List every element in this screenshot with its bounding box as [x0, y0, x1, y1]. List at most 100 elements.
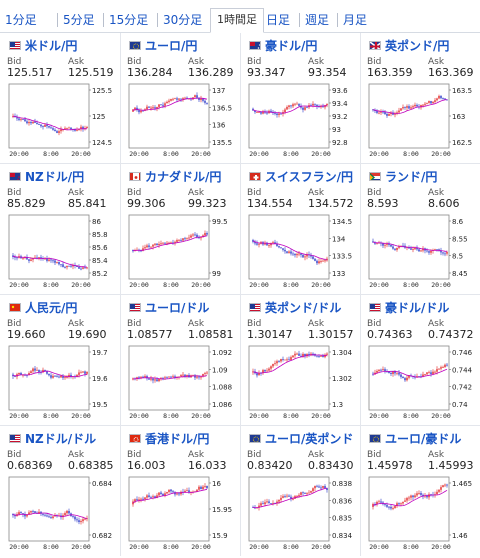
candle-body: [144, 247, 146, 249]
candle-body: [142, 110, 144, 112]
candle-body: [160, 492, 162, 495]
pair-name-link[interactable]: NZドル/円: [25, 170, 85, 184]
candle-body: [162, 104, 164, 106]
y-tick-label: 1.3: [332, 401, 343, 409]
tab-30min[interactable]: 30分足: [163, 13, 203, 27]
candle-body: [28, 373, 30, 376]
candle-body: [164, 493, 166, 496]
x-tick-label: 20:00: [431, 150, 451, 158]
pair-name-link[interactable]: ユーロ/豪ドル: [385, 432, 462, 446]
price-chart[interactable]: 1.092 1.09 1.088 1.086 20:00 8:00 20:00: [127, 342, 239, 422]
y-tick-label: 135.5: [212, 139, 232, 147]
candle-body: [280, 113, 282, 115]
pair-name-link[interactable]: ユーロ/ドル: [145, 301, 210, 315]
x-tick-label: 8:00: [163, 543, 179, 551]
price-chart[interactable]: 93.6 93.4 93.2 93 92.8 20:00 8:00 20:00: [247, 80, 359, 160]
candle-body: [298, 253, 300, 255]
tab-5min[interactable]: 5分足: [63, 13, 95, 27]
candle-body: [390, 506, 392, 509]
tab-daily[interactable]: 日足: [266, 13, 291, 27]
candle-body: [410, 248, 412, 250]
rate-card: ランド/円 Bid Ask 8.593 8.606 8.6 8.55 8.5 8.45…: [364, 166, 480, 296]
candle-body: [304, 256, 306, 258]
price-chart[interactable]: 125.5 125 124.5 20:00 8:00 20:00: [7, 80, 119, 160]
candle-body: [412, 495, 414, 498]
candle-body: [180, 98, 182, 100]
x-tick-label: 20:00: [191, 412, 211, 420]
moving-average-line: [133, 235, 208, 251]
candle-body: [386, 113, 388, 116]
pair-name-link[interactable]: ユーロ/英ポンド: [265, 432, 354, 446]
tab-15min[interactable]: 15分足: [109, 13, 149, 27]
pair-name-link[interactable]: 豪ドル/円: [265, 39, 318, 53]
candle-body: [376, 111, 378, 113]
price-chart[interactable]: 86 85.8 85.6 85.4 85.2 20:00 8:00 20:00: [7, 211, 119, 291]
y-tick-label: 1.304: [332, 349, 353, 357]
candle-body: [186, 374, 188, 377]
candle-body: [268, 245, 270, 247]
price-chart[interactable]: 0.838 0.836 0.835 0.834 20:00 8:00 20:00: [247, 473, 359, 553]
y-tick-label: 0.838: [332, 480, 352, 488]
price-chart[interactable]: 0.684 0.682 20:00 8:00 20:00: [7, 473, 119, 553]
price-chart[interactable]: 1.304 1.302 1.3 20:00 8:00 20:00: [247, 342, 359, 422]
x-tick-label: 20:00: [369, 412, 389, 420]
pair-name-link[interactable]: 香港ドル/円: [145, 432, 210, 446]
tab-monthly[interactable]: 月足: [343, 13, 368, 27]
tab-1min[interactable]: 1分足: [5, 13, 37, 27]
tab-weekly[interactable]: 週足: [305, 13, 330, 27]
pair-name-link[interactable]: カナダドル/円: [145, 170, 222, 184]
candle-body: [292, 355, 294, 358]
tab-1hour[interactable]: 1時間足: [210, 8, 264, 33]
price-chart[interactable]: 8.6 8.55 8.5 8.45 20:00 8:00 20:00: [367, 211, 479, 291]
price-chart[interactable]: 0.746 0.744 0.742 0.74 20:00 8:00 20:00: [367, 342, 479, 422]
pair-name-link[interactable]: スイスフラン/円: [265, 170, 354, 184]
ask-value: 0.68385: [68, 459, 114, 472]
candle-body: [406, 498, 408, 501]
candle-body: [424, 103, 426, 105]
y-tick-label: 136.5: [212, 104, 232, 112]
price-chart[interactable]: 99.5 99 20:00 8:00 20:00: [127, 211, 239, 291]
candle-body: [288, 359, 290, 361]
candle-body: [140, 110, 142, 113]
price-chart[interactable]: 134.5 134 133.5 133 20:00 8:00 20:00: [247, 211, 359, 291]
ask-label: Ask: [308, 57, 325, 67]
pair-name-link[interactable]: 豪ドル/ドル: [385, 301, 450, 315]
rate-card: NZドル/ドル Bid Ask 0.68369 0.68385 0.684 0.6…: [4, 428, 122, 558]
candle-body: [394, 248, 396, 250]
candle-body: [132, 378, 134, 380]
price-chart[interactable]: 137 136.5 136 135.5 20:00 8:00 20:00: [127, 80, 239, 160]
candle-body: [318, 356, 320, 357]
candle-body: [194, 95, 196, 98]
bid-label: Bid: [247, 450, 262, 460]
price-chart[interactable]: 19.7 19.6 19.5 20:00 8:00 20:00: [7, 342, 119, 422]
candle-body: [402, 107, 404, 109]
candle-body: [32, 258, 34, 260]
pair-name-link[interactable]: NZドル/ドル: [25, 432, 97, 446]
candle-body: [316, 104, 318, 107]
candle-body: [66, 376, 68, 378]
candle-body: [424, 495, 426, 497]
candle-body: [80, 372, 82, 374]
pair-name-link[interactable]: ランド/円: [385, 170, 438, 184]
candle-body: [404, 500, 406, 502]
candle-body: [138, 377, 140, 379]
pair-name-link[interactable]: 米ドル/円: [25, 39, 78, 53]
price-chart[interactable]: 16 15.95 15.9 20:00 8:00 20:00: [127, 473, 239, 553]
candle-body: [444, 484, 446, 486]
pair-name-link[interactable]: 英ポンド/円: [385, 39, 450, 53]
price-chart[interactable]: 1.465 1.46 20:00 8:00 20:00: [367, 473, 479, 553]
candle-body: [198, 486, 200, 490]
pair-name-link[interactable]: 人民元/円: [25, 301, 78, 315]
candle-body: [162, 242, 164, 244]
pair-name-link[interactable]: 英ポンド/ドル: [265, 301, 342, 315]
candle-body: [206, 102, 208, 104]
candle-body: [42, 126, 44, 128]
price-chart[interactable]: 163.5 163 162.5 20:00 8:00 20:00: [367, 80, 479, 160]
candle-body: [78, 128, 80, 130]
pair-name-link[interactable]: ユーロ/円: [145, 39, 198, 53]
moving-average-line: [252, 105, 328, 114]
